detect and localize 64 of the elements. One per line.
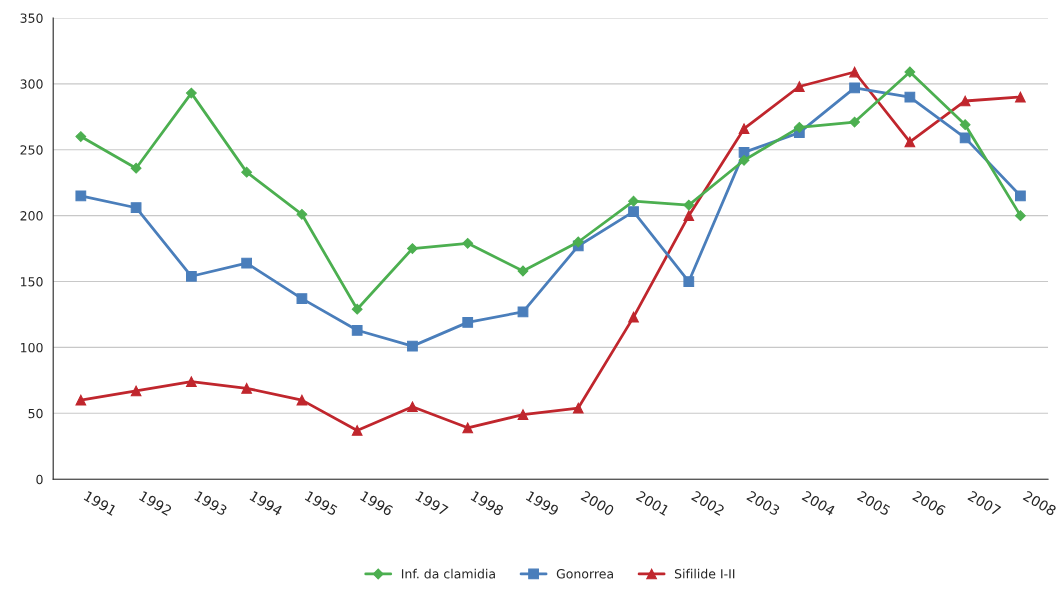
point [296, 293, 308, 305]
point [241, 257, 253, 269]
point [185, 376, 197, 388]
point [849, 82, 860, 94]
point [351, 425, 363, 436]
point [130, 202, 142, 214]
point [185, 270, 197, 282]
point [75, 394, 87, 406]
point [185, 87, 197, 99]
point [462, 422, 474, 434]
point [628, 311, 639, 323]
y-tick-label: 150 [20, 277, 43, 287]
y-tick-label: 200 [20, 211, 43, 221]
point [296, 394, 308, 406]
point [849, 116, 861, 128]
point [793, 81, 805, 92]
point [959, 132, 971, 144]
point [683, 210, 695, 222]
point [462, 237, 474, 249]
point [628, 195, 639, 207]
point [407, 340, 418, 352]
point [351, 324, 363, 336]
point [517, 409, 529, 421]
point [959, 95, 971, 107]
y-tick-label: 300 [20, 79, 43, 89]
point [241, 166, 253, 178]
point [1014, 210, 1026, 222]
point [351, 303, 363, 315]
y-tick-label: 50 [28, 408, 43, 419]
y-tick-label: 100 [20, 342, 43, 353]
point [738, 123, 750, 135]
point [75, 190, 87, 202]
point [849, 66, 860, 78]
point [572, 236, 584, 248]
point [959, 119, 971, 131]
point [572, 402, 584, 414]
point [130, 385, 142, 397]
point [738, 154, 750, 166]
point [1015, 190, 1026, 202]
point [130, 162, 142, 174]
point [241, 382, 253, 394]
y-tick-label: 0 [36, 474, 43, 485]
y-tick-label: 250 [20, 145, 43, 155]
legend-label: Sifilide I-II [674, 568, 735, 579]
point [683, 199, 695, 211]
point [517, 265, 529, 277]
legend-label: Gonorrea [556, 569, 613, 579]
point [75, 131, 87, 142]
point [628, 206, 639, 218]
x-tick-label: 1997 [415, 490, 449, 517]
y-tick-label: 350 [20, 13, 43, 23]
point [296, 208, 308, 220]
legend-label: Inf. da clamidia [401, 568, 495, 579]
point [904, 91, 916, 103]
point [904, 66, 916, 78]
x-tick-label: 2007 [967, 490, 1002, 517]
point [793, 121, 805, 133]
point [904, 136, 916, 148]
point [462, 317, 474, 328]
point [407, 401, 418, 413]
point [1015, 91, 1026, 103]
point [407, 243, 418, 255]
point [683, 276, 695, 287]
point [517, 306, 529, 318]
